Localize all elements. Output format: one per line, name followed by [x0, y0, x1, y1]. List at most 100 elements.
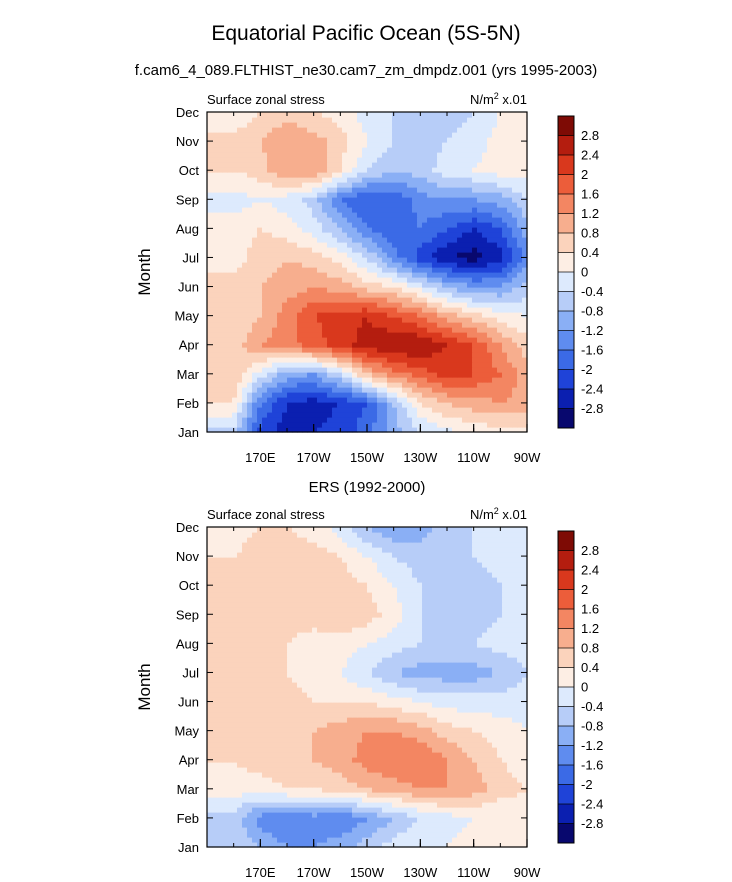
field-cell: [522, 367, 528, 373]
field-cell: [257, 127, 263, 133]
field-cell: [477, 222, 483, 228]
field-cell: [342, 182, 348, 188]
field-cell: [517, 392, 523, 398]
field-cell: [377, 207, 383, 213]
field-cell: [307, 312, 313, 318]
field-cell: [412, 372, 418, 378]
field-cell: [257, 302, 263, 308]
field-cell: [447, 137, 453, 143]
field-cell: [362, 157, 368, 163]
field-cell: [377, 377, 383, 383]
field-cell: [347, 807, 353, 813]
field-cell: [222, 122, 228, 128]
field-cell: [357, 197, 363, 203]
field-cell: [232, 122, 238, 128]
field-cell: [387, 267, 393, 273]
field-cell: [292, 187, 298, 193]
field-cell: [337, 377, 343, 383]
field-cell: [487, 792, 493, 798]
field-cell: [337, 192, 343, 198]
field-cell: [432, 112, 438, 118]
field-cell: [477, 207, 483, 213]
field-cell: [277, 232, 283, 238]
field-cell: [332, 842, 338, 848]
field-cell: [492, 152, 498, 158]
field-cell: [417, 137, 423, 143]
field-cell: [232, 222, 238, 228]
field-cell: [252, 207, 258, 213]
field-cell: [262, 157, 268, 163]
field-cell: [282, 217, 288, 223]
field-cell: [342, 202, 348, 208]
field-cell: [327, 162, 333, 168]
field-cell: [277, 212, 283, 218]
field-cell: [272, 392, 278, 398]
field-cell: [257, 417, 263, 423]
field-cell: [512, 132, 518, 138]
field-cell: [267, 807, 273, 813]
field-cell: [502, 322, 508, 328]
field-cell: [507, 127, 513, 133]
field-cell: [522, 347, 528, 353]
field-cell: [292, 257, 298, 263]
field-cell: [432, 172, 438, 178]
field-cell: [297, 177, 303, 183]
field-cell: [482, 152, 488, 158]
field-cell: [472, 317, 478, 323]
field-cell: [297, 392, 303, 398]
field-cell: [407, 272, 413, 278]
field-cell: [517, 822, 523, 828]
field-cell: [287, 267, 293, 273]
field-cell: [367, 357, 373, 363]
field-cell: [472, 167, 478, 173]
field-cell: [512, 837, 518, 843]
field-cell: [317, 337, 323, 343]
field-cell: [522, 142, 528, 148]
field-cell: [442, 207, 448, 213]
field-cell: [407, 232, 413, 238]
field-cell: [402, 287, 408, 293]
field-cell: [312, 117, 318, 123]
field-cell: [427, 337, 433, 343]
field-cell: [322, 312, 328, 318]
field-cell: [417, 242, 423, 248]
field-cell: [402, 422, 408, 428]
field-cell: [442, 322, 448, 328]
field-cell: [417, 112, 423, 118]
field-cell: [242, 202, 248, 208]
field-cell: [522, 377, 528, 383]
field-cell: [207, 412, 213, 418]
field-cell: [452, 242, 458, 248]
field-cell: [292, 247, 298, 253]
field-cell: [272, 147, 278, 153]
field-cell: [477, 167, 483, 173]
field-cell: [477, 367, 483, 373]
field-cell: [207, 407, 213, 413]
field-cell: [247, 367, 253, 373]
field-cell: [507, 117, 513, 123]
field-cell: [207, 327, 213, 333]
field-cell: [417, 157, 423, 163]
field-cell: [247, 277, 253, 283]
field-cell: [352, 347, 358, 353]
field-cell: [232, 377, 238, 383]
field-cell: [377, 352, 383, 358]
field-cell: [217, 357, 223, 363]
field-cell: [402, 362, 408, 368]
field-cell: [487, 172, 493, 178]
field-cell: [432, 267, 438, 273]
field-cell: [362, 227, 368, 233]
field-cell: [287, 827, 293, 833]
field-cell: [272, 197, 278, 203]
field-cell: [397, 347, 403, 353]
field-cell: [322, 382, 328, 388]
field-cell: [437, 257, 443, 263]
field-cell: [412, 292, 418, 298]
field-cell: [277, 297, 283, 303]
field-cell: [297, 217, 303, 223]
field-cell: [452, 117, 458, 123]
field-cell: [327, 282, 333, 288]
field-cell: [407, 832, 413, 838]
field-cell: [287, 272, 293, 278]
field-cell: [497, 192, 503, 198]
